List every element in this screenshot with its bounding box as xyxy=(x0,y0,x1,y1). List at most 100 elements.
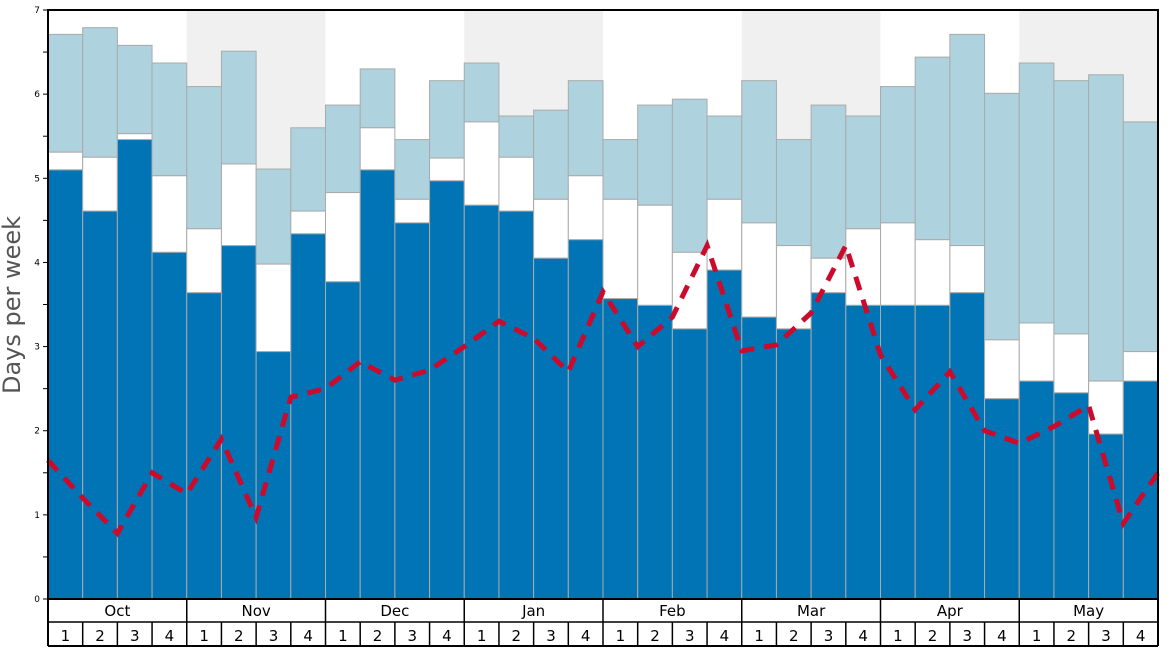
month-label: Nov xyxy=(241,602,270,620)
bar-dark-segment xyxy=(220,245,257,600)
week-label: 3 xyxy=(1101,627,1111,645)
bar-white-segment xyxy=(706,198,743,271)
week-label: 1 xyxy=(477,627,487,645)
week-label: 4 xyxy=(720,627,730,645)
bar-light-segment xyxy=(880,86,916,224)
month-label: Dec xyxy=(380,602,409,620)
bar-dark-segment xyxy=(671,328,708,600)
bar-dark-segment xyxy=(463,204,500,600)
y-axis-label: Days per week xyxy=(0,216,26,394)
week-label: 2 xyxy=(512,627,522,645)
bar-white-segment xyxy=(151,175,188,253)
bar-dark-segment xyxy=(637,304,673,600)
bar-white-segment xyxy=(533,198,569,259)
bar-light-segment xyxy=(255,168,292,265)
bar-dark-segment xyxy=(810,292,847,600)
bar-white-segment xyxy=(116,133,153,141)
bar-dark-segment xyxy=(567,239,604,600)
month-label: Jan xyxy=(521,602,545,620)
bar-white-segment xyxy=(741,222,777,318)
week-label: 4 xyxy=(442,627,452,645)
bar-light-segment xyxy=(949,33,986,247)
bar-light-segment xyxy=(151,62,188,177)
bar-dark-segment xyxy=(741,316,777,600)
bar-white-segment xyxy=(186,228,222,294)
week-label: 4 xyxy=(1136,627,1146,645)
week-label: 1 xyxy=(754,627,764,645)
week-label: 4 xyxy=(303,627,313,645)
bar-light-segment xyxy=(810,104,847,259)
bar-dark-segment xyxy=(1018,380,1055,600)
bar-dark-segment xyxy=(949,292,986,600)
bar-light-segment xyxy=(1018,62,1055,324)
bar-light-segment xyxy=(463,62,500,123)
bar-dark-segment xyxy=(359,169,396,600)
week-label: 3 xyxy=(962,627,972,645)
bar-white-segment xyxy=(567,175,604,241)
bar-light-segment xyxy=(1088,74,1124,382)
bar-light-segment xyxy=(47,33,84,153)
bar-dark-segment xyxy=(880,304,916,600)
bar-light-segment xyxy=(359,68,396,129)
week-label: 4 xyxy=(165,627,175,645)
bar-dark-segment xyxy=(984,398,1020,600)
bar-white-segment xyxy=(47,151,84,171)
bar-light-segment xyxy=(394,139,431,200)
bar-white-segment xyxy=(602,198,639,300)
bar-dark-segment xyxy=(602,298,639,600)
week-label: 2 xyxy=(373,627,383,645)
week-label: 3 xyxy=(685,627,695,645)
month-label: Oct xyxy=(104,602,130,620)
week-label: 2 xyxy=(1067,627,1077,645)
month-label: Apr xyxy=(937,602,964,620)
bar-dark-segment xyxy=(533,257,569,600)
bar-dark-segment xyxy=(325,281,361,600)
y-tick-label: 1 xyxy=(34,511,40,521)
bar-white-segment xyxy=(325,192,361,283)
week-label: 2 xyxy=(234,627,244,645)
bar-light-segment xyxy=(1122,121,1159,353)
bar-white-segment xyxy=(359,127,396,171)
week-label: 4 xyxy=(997,627,1007,645)
bar-white-segment xyxy=(1018,322,1055,382)
bar-light-segment xyxy=(567,80,604,177)
month-label: Feb xyxy=(659,602,686,620)
bar-white-segment xyxy=(498,156,535,212)
week-label: 4 xyxy=(858,627,868,645)
week-label: 1 xyxy=(61,627,71,645)
bar-dark-segment xyxy=(498,210,535,600)
week-label: 3 xyxy=(546,627,556,645)
week-label: 3 xyxy=(824,627,834,645)
trend-line xyxy=(46,238,1161,538)
bar-dark-segment xyxy=(255,351,292,600)
week-label: 3 xyxy=(269,627,279,645)
bar-white-segment xyxy=(255,263,292,353)
bar-light-segment xyxy=(706,115,743,200)
bar-white-segment xyxy=(463,121,500,206)
bar-light-segment xyxy=(984,92,1020,341)
y-tick-label: 3 xyxy=(34,343,40,353)
y-tick-label: 0 xyxy=(34,595,40,605)
bar-white-segment xyxy=(949,245,986,294)
bar-dark-segment xyxy=(151,251,188,600)
bar-dark-segment xyxy=(1122,380,1159,600)
bar-dark-segment xyxy=(394,222,431,600)
y-tick-label: 5 xyxy=(34,174,40,184)
week-label: 1 xyxy=(338,627,348,645)
bar-light-segment xyxy=(116,44,153,135)
bar-dark-segment xyxy=(775,328,812,600)
bar-dark-segment xyxy=(914,304,951,600)
bar-light-segment xyxy=(637,104,673,206)
bar-white-segment xyxy=(429,157,465,182)
bar-light-segment xyxy=(429,80,465,159)
bar-white-segment xyxy=(984,339,1020,400)
y-tick-label: 4 xyxy=(34,258,40,268)
bar-light-segment xyxy=(1053,80,1090,335)
week-label: 2 xyxy=(95,627,105,645)
week-label: 2 xyxy=(928,627,938,645)
month-label: May xyxy=(1073,602,1104,620)
bar-light-segment xyxy=(290,127,326,212)
week-label: 1 xyxy=(199,627,209,645)
bar-dark-segment xyxy=(845,304,881,600)
bar-light-segment xyxy=(533,109,569,200)
